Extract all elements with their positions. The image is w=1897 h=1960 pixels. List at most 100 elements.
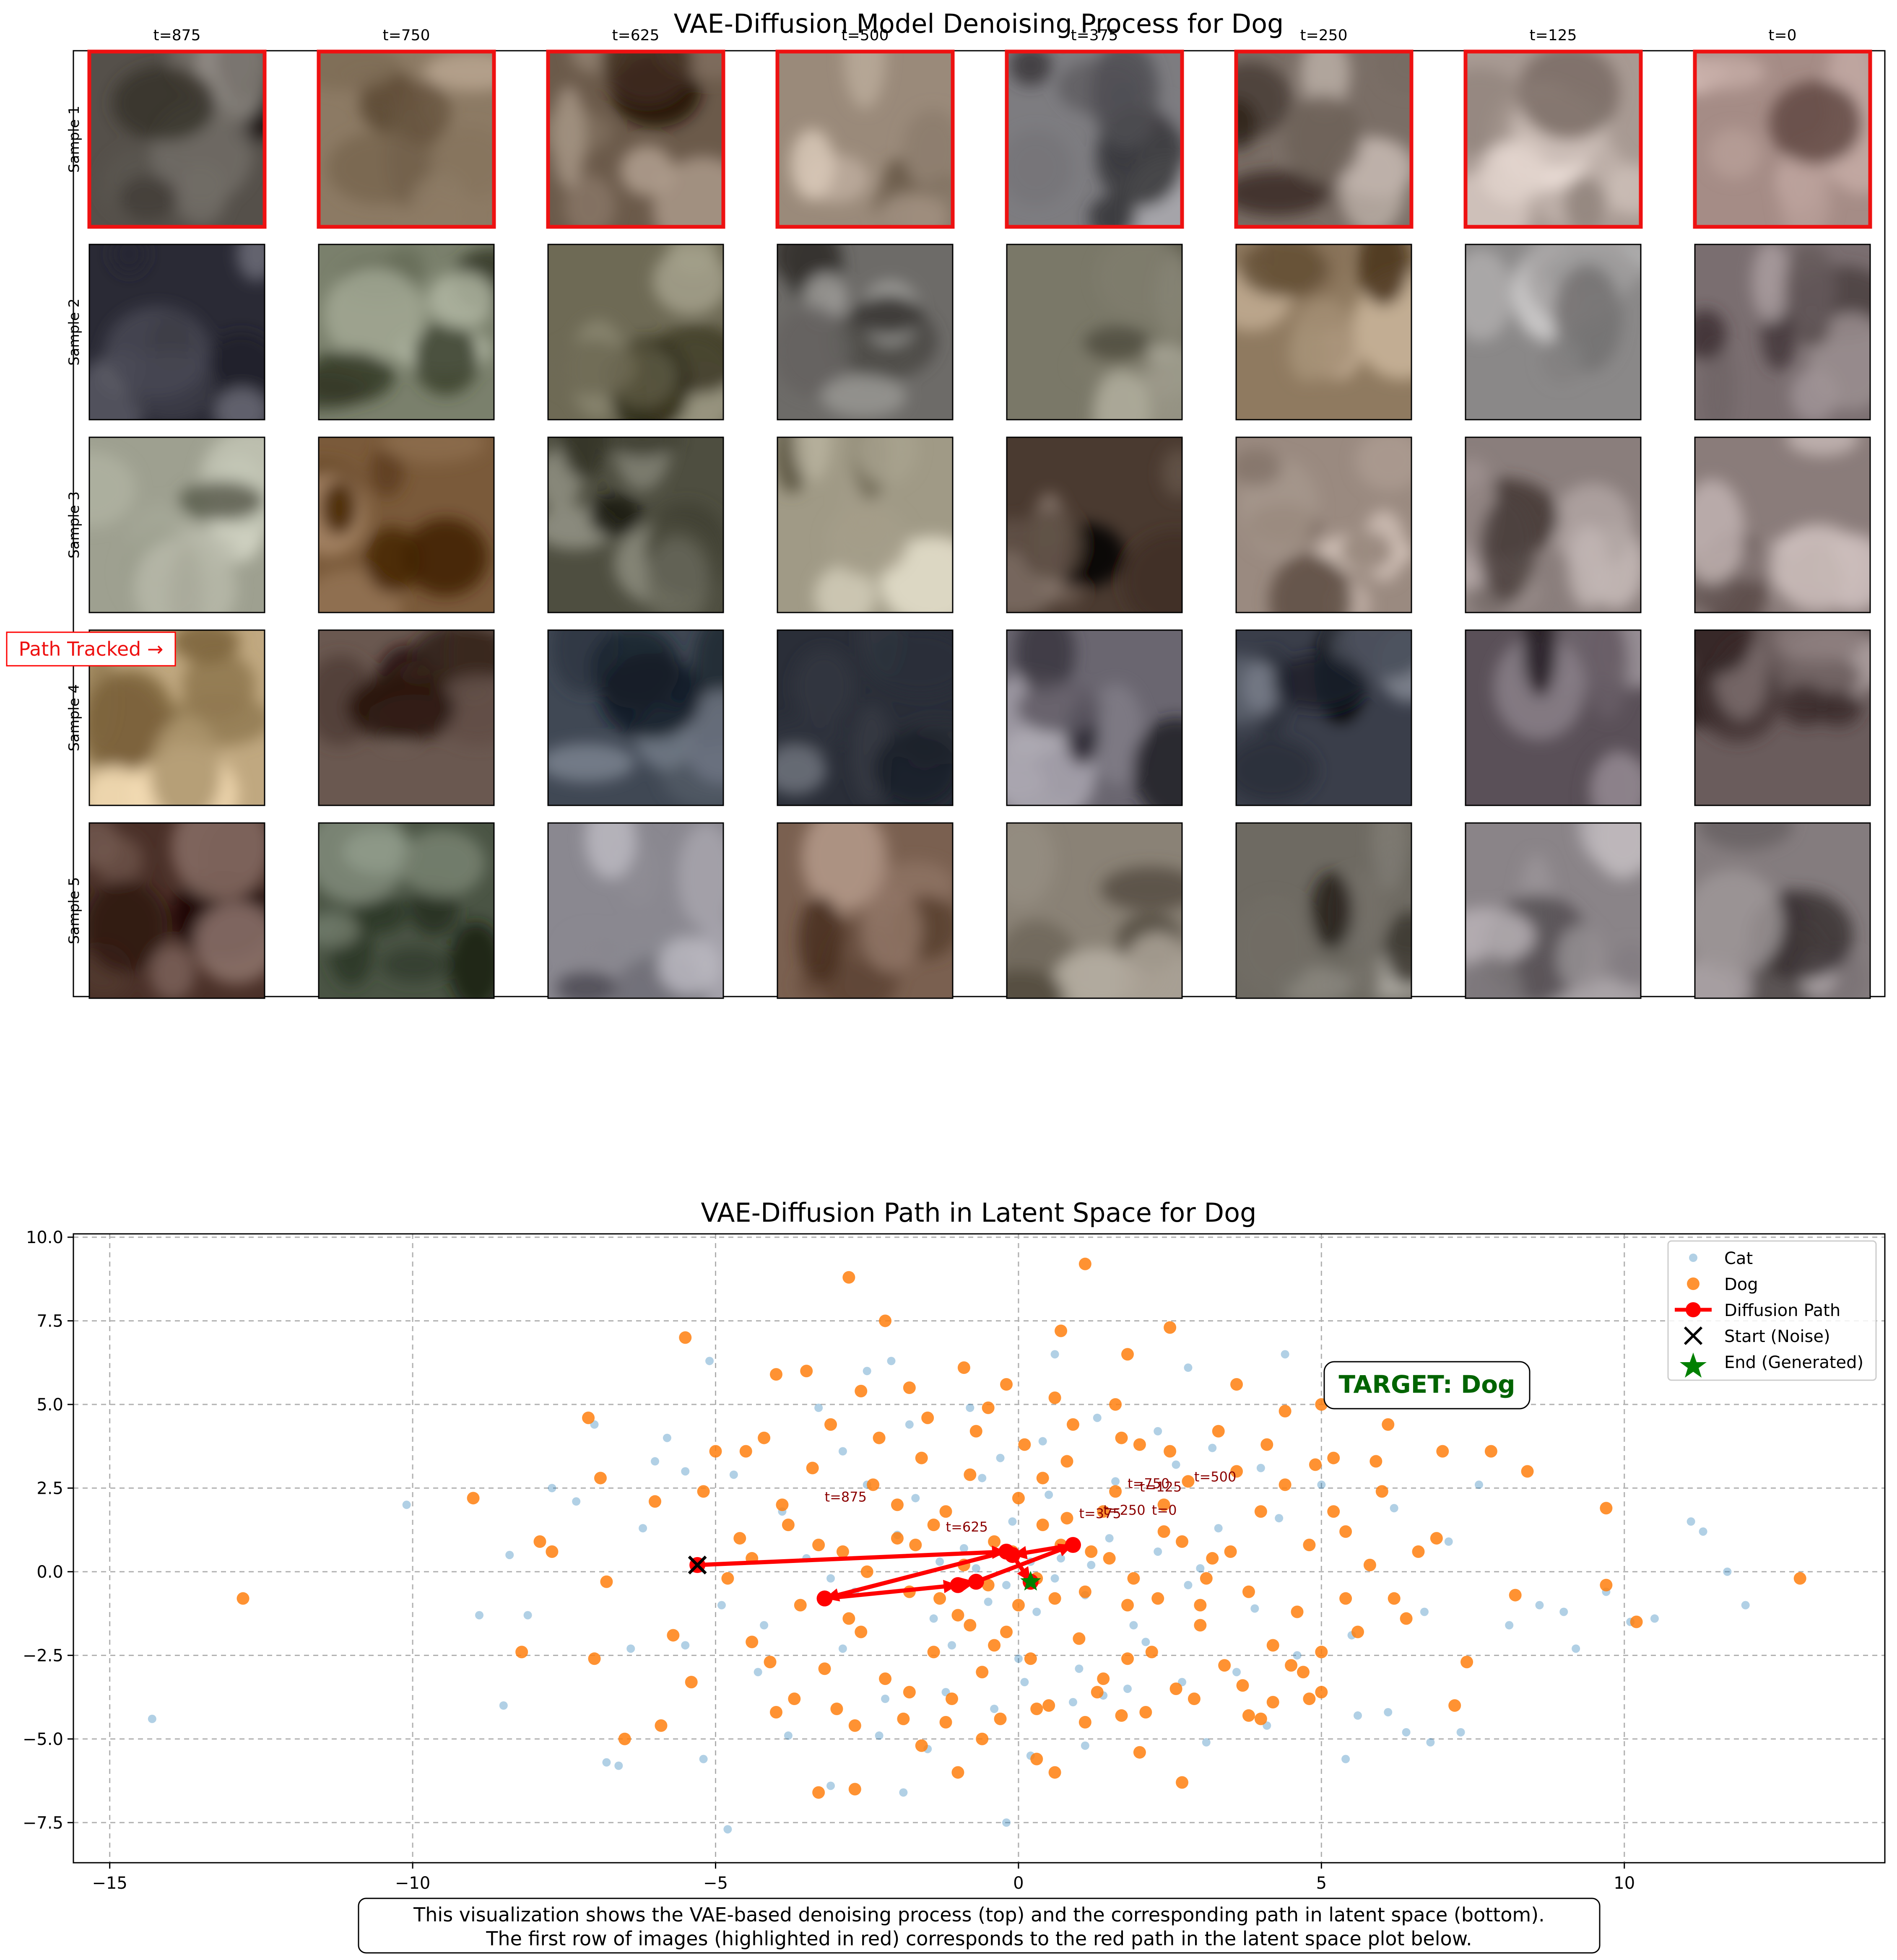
dog-point — [951, 1609, 964, 1622]
dog-point — [836, 1545, 849, 1558]
dog-point — [733, 1532, 746, 1545]
denoised-image-r3-c4 — [777, 436, 954, 613]
cat-point — [966, 1403, 974, 1412]
cat-point — [1456, 1728, 1465, 1737]
dog-point — [873, 1431, 886, 1444]
legend-dog-label: Dog — [1724, 1275, 1758, 1294]
dog-point — [1194, 1619, 1207, 1632]
dog-point — [1242, 1585, 1255, 1598]
y-tick-label: −7.5 — [23, 1813, 63, 1833]
dog-point — [1048, 1592, 1061, 1605]
dog-point — [697, 1485, 710, 1498]
x-tick-label: 10 — [1614, 1874, 1635, 1893]
cat-point — [1572, 1644, 1580, 1653]
dog-point — [951, 1766, 964, 1779]
cat-point — [826, 1574, 835, 1583]
dog-point — [776, 1498, 789, 1511]
cat-point — [572, 1497, 581, 1506]
dog-point — [1188, 1693, 1201, 1706]
denoised-image-r4-c3 — [547, 629, 724, 806]
cat-point — [1559, 1607, 1568, 1616]
dog-point — [1164, 1445, 1177, 1458]
x-tick-label: −10 — [395, 1874, 430, 1893]
dog-point — [782, 1519, 795, 1532]
cat-point — [1105, 1534, 1114, 1543]
dog-point — [1151, 1592, 1164, 1605]
column-label-6: t=250 — [1300, 27, 1348, 44]
cat-point — [602, 1758, 611, 1767]
dog-point — [1109, 1485, 1122, 1498]
dog-point — [1484, 1445, 1497, 1458]
path-annotation: t=625 — [946, 1519, 988, 1535]
cat-point — [148, 1714, 156, 1723]
dog-point — [1060, 1512, 1073, 1525]
dog-point — [1103, 1552, 1116, 1565]
cat-point — [548, 1484, 556, 1493]
dog-point — [1521, 1465, 1534, 1478]
caption-line-1: This visualization shows the VAE-based d… — [413, 1903, 1545, 1926]
legend-end-label: End (Generated) — [1724, 1353, 1863, 1372]
target-annotation: TARGET: Dog — [1323, 1361, 1531, 1410]
caption-line-2: The first row of images (highlighted in … — [486, 1927, 1472, 1950]
end-marker — [1020, 1571, 1041, 1591]
dog-point — [1066, 1418, 1079, 1431]
dog-point — [1375, 1485, 1388, 1498]
dog-point — [903, 1381, 916, 1394]
dog-point — [1055, 1324, 1068, 1337]
path-point — [950, 1577, 966, 1593]
denoised-image-r1-c3 — [546, 49, 725, 229]
column-label-3: t=625 — [612, 27, 660, 44]
dog-point — [1200, 1572, 1213, 1585]
denoised-image-r4-c1 — [88, 629, 265, 806]
dog-point — [1266, 1696, 1279, 1709]
dog-point — [1194, 1599, 1207, 1612]
dog-point — [1012, 1492, 1025, 1505]
dog-point — [1339, 1525, 1352, 1538]
cat-point — [1650, 1614, 1659, 1623]
dog-point — [1630, 1615, 1643, 1628]
dog-point — [927, 1519, 940, 1532]
dog-point — [1036, 1519, 1049, 1532]
cat-point — [1184, 1363, 1193, 1372]
dog-point — [1369, 1455, 1382, 1468]
cat-point — [905, 1420, 914, 1429]
denoised-image-r2-c7 — [1465, 244, 1642, 421]
cat-point — [1202, 1738, 1211, 1747]
cat-point — [1050, 1574, 1059, 1583]
caption: This visualization shows the VAE-based d… — [358, 1898, 1601, 1954]
dog-point — [976, 1666, 989, 1679]
diffusion-path — [688, 1537, 1081, 1607]
cat-point — [838, 1644, 847, 1653]
dog-point — [1164, 1321, 1177, 1334]
dog-point — [1169, 1682, 1182, 1695]
legend-dog-marker — [1687, 1277, 1700, 1290]
y-tick-label: 7.5 — [36, 1311, 63, 1331]
cat-point — [1208, 1443, 1217, 1452]
dog-point — [667, 1629, 680, 1642]
cat-point — [1474, 1480, 1483, 1489]
cat-point — [499, 1701, 508, 1710]
legend: Cat Dog Diffusion Path Start (Noise) End… — [1667, 1240, 1877, 1381]
dog-point — [964, 1619, 977, 1632]
dog-point — [1600, 1578, 1613, 1591]
cat-point — [1341, 1755, 1350, 1763]
column-labels: t=875 t=750 t=625 t=500 t=375 t=250 t=125 t=0 — [153, 27, 1797, 44]
path-annotation: t=500 — [1194, 1469, 1236, 1485]
dog-point — [515, 1646, 528, 1659]
dog-point — [806, 1462, 819, 1475]
cat-point — [681, 1641, 690, 1650]
dog-point — [1145, 1646, 1158, 1659]
dog-point — [1327, 1505, 1340, 1518]
dog-point — [1157, 1525, 1170, 1538]
path-tracked-annotation: Path Tracked → — [6, 631, 176, 667]
path-point — [1065, 1537, 1081, 1553]
denoised-image-r4-c6 — [1235, 629, 1412, 806]
y-tick-label: −2.5 — [23, 1646, 63, 1665]
dog-point — [1242, 1709, 1255, 1722]
row-label-2: Sample 2 — [66, 299, 83, 366]
cat-point — [1723, 1567, 1732, 1576]
dog-point — [1460, 1656, 1473, 1669]
dog-point — [891, 1498, 904, 1511]
dog-point — [794, 1599, 807, 1612]
denoised-image-r2-c5 — [1006, 244, 1183, 421]
